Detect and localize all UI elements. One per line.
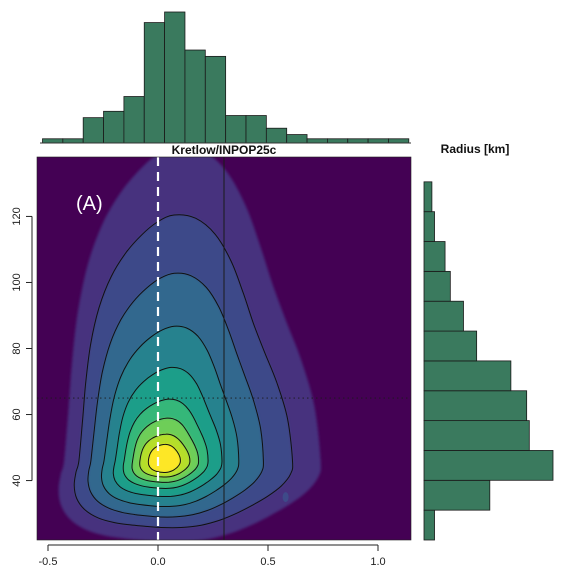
top-hist-bar	[204, 55, 227, 144]
top-hist-bar	[367, 138, 389, 144]
radius-axis-title: Radius [km]	[441, 142, 510, 156]
reference-lines	[37, 157, 411, 540]
filled-density-levels	[58, 157, 321, 540]
right-histogram	[423, 181, 554, 541]
top-hist-bar	[388, 138, 410, 144]
right-hist-bar	[423, 420, 530, 451]
x-tick-label: 0.5	[260, 556, 275, 568]
density-contour-line	[100, 325, 240, 508]
top-hist-bar	[225, 115, 247, 144]
y-tick-label: 100	[11, 273, 23, 291]
top-hist-bar	[326, 138, 349, 144]
density-contour-line	[73, 214, 294, 529]
x-axis: -0.5 0.0 0.5 1.0	[39, 544, 386, 568]
top-hist-bar	[306, 138, 328, 144]
chart-title: Kretlow/INPOP25c	[172, 143, 277, 157]
density-contour-line	[147, 443, 181, 474]
right-hist-bar	[423, 270, 451, 302]
density-contour-line	[87, 272, 264, 518]
top-hist-bar	[42, 138, 64, 144]
panel-label: (A)	[76, 193, 103, 215]
top-histogram	[42, 11, 410, 144]
top-hist-bar	[164, 11, 186, 144]
right-hist-bar	[423, 360, 512, 392]
right-hist-bar	[423, 241, 446, 272]
contour-panel	[37, 157, 411, 540]
y-tick-label: 120	[11, 207, 23, 225]
density-level-fill	[148, 444, 181, 473]
right-hist-bar	[423, 509, 435, 541]
top-hist-bar	[245, 115, 267, 144]
right-hist-bar	[423, 330, 478, 362]
top-hist-bar	[82, 117, 104, 144]
y-tick-label: 60	[11, 408, 23, 420]
top-hist-bar	[286, 134, 308, 144]
top-hist-bar	[103, 110, 125, 144]
right-hist-bar	[423, 211, 435, 242]
top-hist-bar	[347, 138, 369, 144]
top-hist-bar	[62, 138, 84, 144]
density-contour-line	[112, 366, 223, 498]
top-hist-bar	[143, 22, 166, 144]
x-tick-label: 1.0	[370, 556, 385, 568]
right-hist-bar	[423, 181, 433, 213]
density-contour-line	[131, 417, 200, 483]
y-axis: 40 60 80 100 120	[11, 207, 33, 487]
top-hist-bar	[265, 127, 288, 144]
right-hist-bar	[423, 300, 464, 332]
top-hist-bar	[123, 96, 145, 144]
right-hist-bar	[423, 390, 528, 422]
density-contour-line	[122, 398, 209, 489]
density-contour-lines	[73, 214, 294, 529]
right-hist-bar	[423, 450, 554, 481]
plot-frame	[36, 156, 412, 541]
density-contour-line	[139, 433, 191, 478]
top-hist-bar	[184, 49, 206, 144]
x-tick-label: -0.5	[39, 556, 58, 568]
y-tick-label: 80	[11, 342, 23, 354]
x-tick-label: 0.0	[150, 556, 165, 568]
isolated-density-blob	[282, 492, 289, 503]
right-hist-bar	[423, 479, 491, 511]
y-tick-label: 40	[11, 474, 23, 486]
